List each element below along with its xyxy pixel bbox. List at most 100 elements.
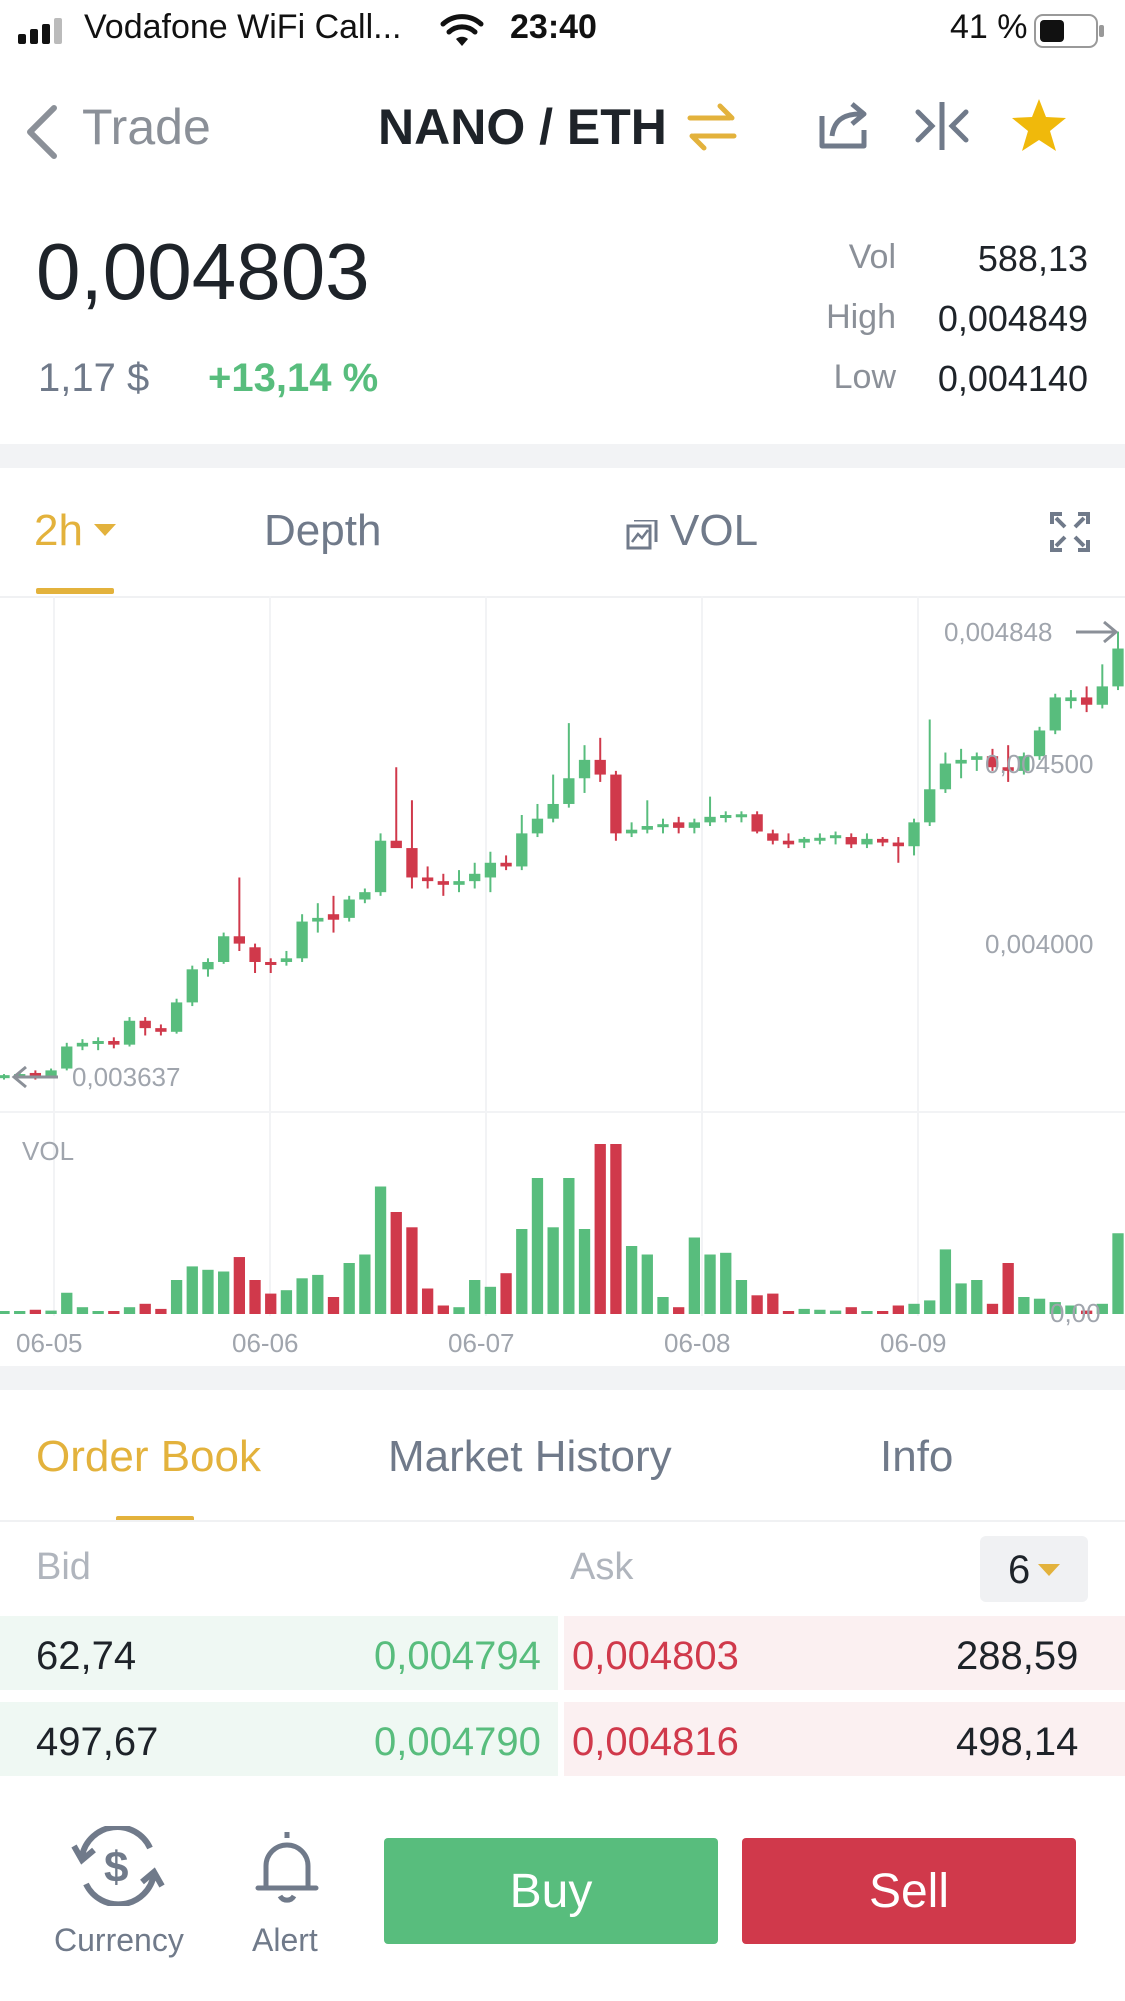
volume-bar [657,1297,669,1314]
candle-body [720,814,732,818]
indicator-icon [626,520,658,550]
candle-body [563,778,575,804]
bid-qty[interactable]: 497,67 [36,1720,159,1764]
candle-body [76,1042,89,1047]
wifi-icon [440,14,484,46]
volume-bar [641,1254,653,1314]
chevron-left-icon [27,105,57,159]
x-label-3: 06-08 [664,1328,731,1356]
volume-bar [123,1307,136,1314]
candle-body [1096,686,1108,705]
stat-label-high: High [826,298,896,336]
tab-market-history[interactable]: Market History [388,1432,672,1481]
volume-bar [578,1229,591,1314]
volume-bar [280,1290,293,1314]
candle-body [374,840,387,893]
fullscreen-icon[interactable] [1050,512,1090,552]
sell-button[interactable]: Sell [742,1838,1076,1944]
candle-body [892,842,904,847]
volume-bar [516,1229,528,1314]
candle-body [280,958,293,962]
volume-bar [939,1249,952,1314]
status-bar: Vodafone WiFi Call... 23:40 41 % [0,0,1125,62]
back-button[interactable]: Trade [22,98,232,168]
bid-qty[interactable]: 62,74 [36,1634,137,1678]
candle-body [108,1040,120,1045]
section-divider-2 [0,1366,1125,1390]
volume-bar [374,1186,387,1314]
stat-label-low: Low [833,358,896,396]
candle-body [123,1020,136,1045]
tab-vol[interactable]: VOL [670,506,759,555]
order-tab-divider [0,1520,1125,1522]
favorite-star-icon[interactable] [1008,96,1070,154]
ask-header: Ask [570,1546,634,1588]
volume-bar [1002,1263,1014,1314]
volume-bar [782,1311,795,1314]
candle-body [327,914,340,920]
candle-body [516,833,528,867]
candle-body [421,877,434,882]
candle-body [798,838,810,843]
candle-body [170,1002,183,1032]
compare-icon[interactable] [914,100,970,152]
tab-interval[interactable]: 2h [34,506,83,556]
volume-bar [343,1263,355,1314]
candlestick-chart[interactable]: 0,004848 0,004500 0,004000 0,003637 VOL … [0,596,1125,1356]
volume-bar [625,1246,638,1314]
bid-row-bg [0,1702,558,1776]
currency-label: Currency [54,1922,184,1958]
volume-bar [861,1311,873,1314]
volume-bar [798,1308,810,1314]
volume-bar [845,1307,857,1314]
candle-body [625,829,638,834]
volume-bar [704,1254,716,1314]
bid-price[interactable]: 0,004794 [374,1634,541,1678]
volume-bar [720,1252,732,1314]
candle-body [453,881,465,885]
share-icon[interactable] [816,98,872,152]
arrow-right-icon [1076,620,1119,644]
candle-body [578,759,591,779]
bid-price[interactable]: 0,004790 [374,1720,541,1764]
candle-body [296,921,308,959]
tab-underline [36,588,114,594]
candle-body [939,763,952,790]
candle-body [359,892,371,900]
volume-bar [955,1283,967,1314]
currency-button[interactable]: $ Currency [40,1826,200,1976]
candle-body [1112,648,1124,687]
candle-body [829,835,842,839]
candle-body [861,838,873,845]
candle-body [218,936,230,962]
candle-body [45,1070,57,1076]
volume-bar [1096,1303,1108,1314]
ask-price[interactable]: 0,004803 [572,1634,739,1678]
pair-title[interactable]: NANO / ETH [378,99,667,155]
candle-body [751,814,763,832]
candle-body [594,759,606,775]
ask-qty[interactable]: 288,59 [956,1634,1079,1678]
candle-body [845,837,857,845]
volume-bar [390,1212,402,1314]
volume-bar [1049,1302,1061,1314]
volume-bar [829,1310,842,1314]
volume-bar [218,1271,230,1314]
candle-body [657,824,669,828]
candle-body [1002,767,1014,771]
volume-bar [202,1269,214,1314]
tab-depth[interactable]: Depth [264,506,382,555]
bell-icon [255,1832,319,1903]
tab-info[interactable]: Info [880,1432,954,1481]
ask-price[interactable]: 0,004816 [572,1720,739,1764]
volume-bar [735,1280,748,1314]
precision-select[interactable]: 6 [980,1536,1088,1602]
candle-body [265,961,277,965]
alert-button[interactable]: Alert [240,1826,340,1976]
swap-pair-icon[interactable] [686,100,738,152]
price-change-percent: +13,14 % [208,356,379,400]
ask-qty[interactable]: 498,14 [956,1720,1079,1764]
x-label-4: 06-09 [880,1328,947,1356]
buy-button[interactable]: Buy [384,1838,718,1944]
tab-order-book[interactable]: Order Book [36,1432,261,1481]
